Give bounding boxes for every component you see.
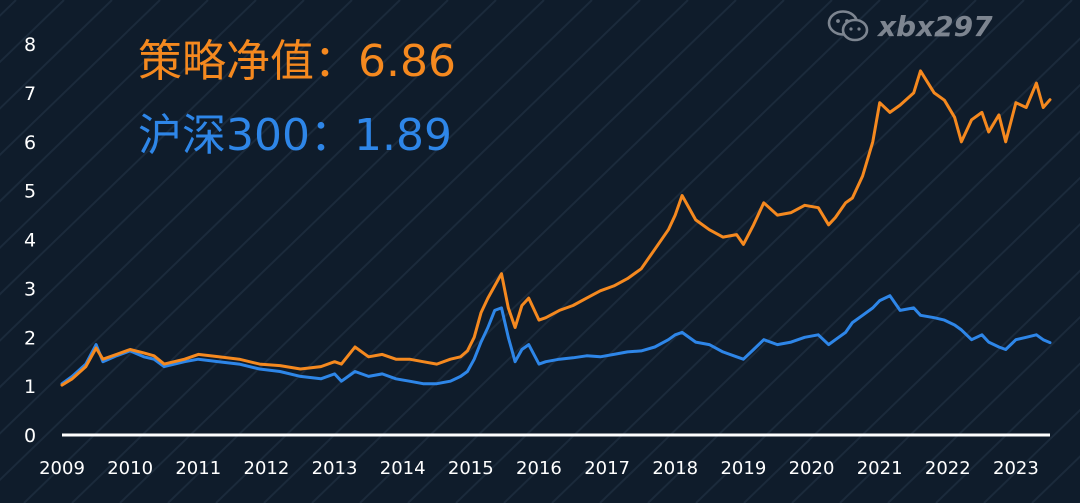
y-tick-label: 1 xyxy=(24,376,36,398)
strategy-value-annotation: 策略净值：6.86 xyxy=(138,36,456,88)
index-value-annotation: 沪深300：1.89 xyxy=(138,110,452,162)
background-stripe xyxy=(0,0,449,435)
y-axis-tick-labels: 0 1 2 3 4 5 6 7 8 xyxy=(24,34,36,447)
index-series-line xyxy=(60,294,1052,386)
background-stripe xyxy=(0,0,161,157)
background-stripe xyxy=(311,0,833,503)
background-stripe xyxy=(1031,455,1080,503)
y-tick-label: 6 xyxy=(24,132,36,154)
background-stripe xyxy=(71,0,593,503)
x-axis-tick-labels: 2009 2010 2011 2012 2013 2014 2015 2016 2017 2018… xyxy=(39,458,1039,479)
background-stripe xyxy=(0,0,257,250)
background-stripe xyxy=(887,315,1080,503)
background-stripe xyxy=(599,37,1080,503)
x-tick-label: 2012 xyxy=(244,458,290,479)
y-tick-label: 5 xyxy=(24,181,36,203)
strategy-series-line xyxy=(60,69,1052,387)
index-label: 沪深300： xyxy=(138,110,354,161)
x-tick-label: 2013 xyxy=(312,458,358,479)
wechat-icon xyxy=(827,10,869,42)
x-tick-label: 2014 xyxy=(380,458,426,479)
background-stripe xyxy=(695,130,1080,503)
background-stripe xyxy=(455,0,977,503)
y-tick-label: 2 xyxy=(24,327,36,349)
y-tick-label: 3 xyxy=(24,278,36,300)
watermark: xbx297 xyxy=(826,8,993,44)
x-tick-label: 2015 xyxy=(448,458,494,479)
y-tick-label: 0 xyxy=(24,425,36,447)
strategy-value: 6.86 xyxy=(358,36,456,87)
x-tick-label: 2011 xyxy=(175,458,221,479)
x-tick-label: 2010 xyxy=(107,458,153,479)
background-stripe xyxy=(935,362,1080,503)
background-stripe xyxy=(167,0,689,503)
x-tick-label: 2017 xyxy=(584,458,630,479)
background-stripe xyxy=(551,0,1073,503)
watermark-text: xbx297 xyxy=(878,9,993,43)
background-stripe xyxy=(503,0,1025,503)
background-stripe xyxy=(647,83,1080,503)
background-stripe xyxy=(0,0,497,482)
background-stripe xyxy=(791,223,1080,503)
background-stripe xyxy=(215,0,737,503)
x-tick-label: 2021 xyxy=(857,458,903,479)
x-tick-label: 2018 xyxy=(652,458,698,479)
background-stripe xyxy=(0,0,17,17)
background-stripe xyxy=(743,176,1080,503)
y-tick-label: 8 xyxy=(24,34,36,56)
x-tick-label: 2022 xyxy=(925,458,971,479)
background-stripe xyxy=(119,0,641,503)
y-tick-label: 4 xyxy=(24,230,36,252)
background-stripe xyxy=(263,0,785,503)
strategy-label: 策略净值： xyxy=(138,36,358,87)
background-stripe xyxy=(0,0,401,389)
background-stripe xyxy=(359,0,881,503)
x-tick-label: 2019 xyxy=(720,458,766,479)
background-stripe xyxy=(0,0,353,342)
x-tick-label: 2009 xyxy=(39,458,85,479)
x-tick-label: 2020 xyxy=(789,458,835,479)
x-tick-label: 2016 xyxy=(516,458,562,479)
background-stripe xyxy=(0,0,305,296)
y-tick-label: 7 xyxy=(24,83,36,105)
background-stripe xyxy=(0,0,113,110)
background-stripe xyxy=(407,0,929,503)
background-stripe xyxy=(839,269,1080,503)
x-tick-label: 2023 xyxy=(993,458,1039,479)
background-stripe xyxy=(0,0,209,203)
index-value: 1.89 xyxy=(353,110,452,161)
background-stripe xyxy=(983,408,1080,503)
background-stripe xyxy=(23,0,545,503)
series-lines xyxy=(60,69,1052,387)
